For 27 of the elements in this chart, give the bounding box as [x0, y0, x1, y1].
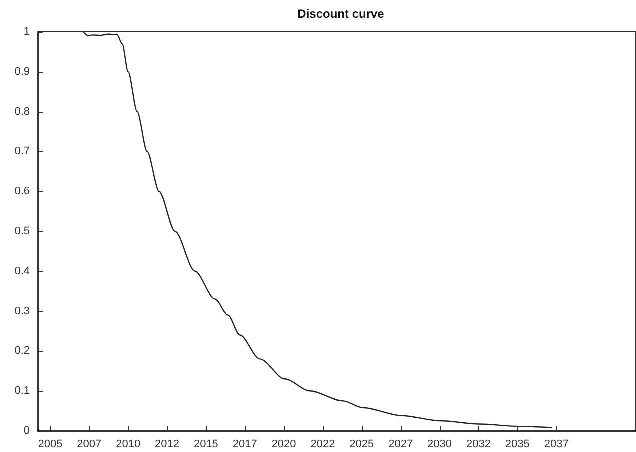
x-tick-label: 2020 [272, 438, 296, 450]
y-tick-label: 0.3 [14, 305, 30, 318]
x-tick-label: 2017 [232, 438, 258, 450]
y-tick-label: 0.9 [14, 66, 30, 78]
x-tick-label: 2027 [388, 438, 414, 450]
y-tick-label: 0.8 [14, 106, 30, 118]
x-tick-label: 2035 [505, 438, 530, 450]
y-tick-label: 0.4 [14, 265, 30, 278]
x-tick-label: 2022 [310, 438, 336, 450]
x-tick-label: 2007 [77, 438, 102, 450]
x-tick-label: 2015 [194, 438, 218, 450]
x-tick-label: 2012 [155, 438, 180, 450]
line-series [82, 31, 552, 428]
y-tick-label: 0.2 [14, 345, 30, 358]
y-tick-label: 0.5 [14, 226, 30, 238]
y-tick-label: 0.6 [14, 186, 30, 198]
x-tick-label: 2037 [544, 438, 569, 450]
y-tick-label: 0.7 [14, 146, 30, 158]
x-tick-label: 2032 [466, 438, 491, 450]
x-tick-label: 2005 [38, 438, 63, 450]
x-tick-label: 2010 [116, 438, 141, 450]
y-tick-label: 1 [24, 26, 30, 38]
y-tick-label: 0.1 [14, 385, 30, 398]
x-tick-label: 2025 [350, 438, 374, 450]
y-tick-label: 0 [24, 425, 30, 437]
chart-title: Discount curve [298, 7, 385, 21]
x-tick-label: 2030 [428, 438, 452, 450]
